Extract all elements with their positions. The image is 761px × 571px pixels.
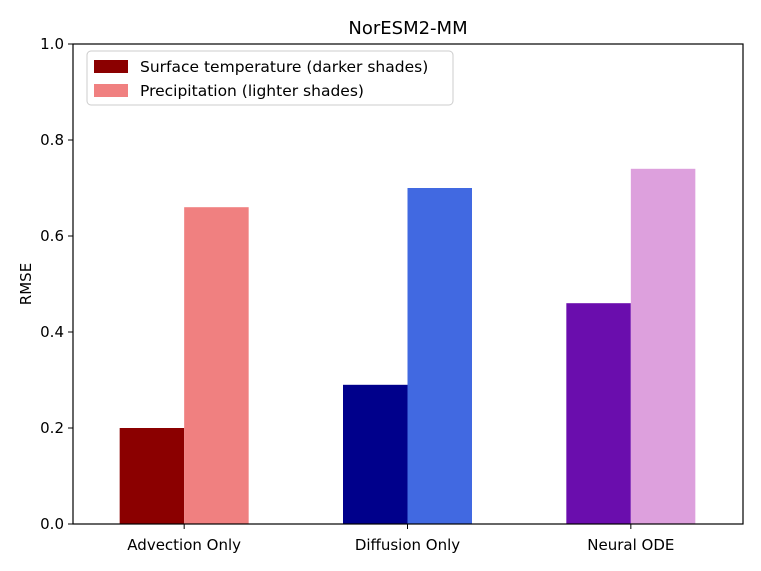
legend-swatch bbox=[94, 84, 128, 97]
bar-temperature-1 bbox=[343, 384, 408, 524]
bar-precipitation-0 bbox=[184, 207, 249, 524]
legend-label: Precipitation (lighter shades) bbox=[140, 82, 364, 100]
y-axis: 0.0 0.2 0.4 0.6 0.8 1.0 bbox=[40, 35, 73, 533]
y-tick-label: 1.0 bbox=[40, 35, 64, 53]
x-tick-label: Diffusion Only bbox=[355, 536, 460, 554]
bar-temperature-0 bbox=[119, 428, 185, 524]
bar-precipitation-1 bbox=[407, 188, 472, 524]
bar-temperature-2 bbox=[566, 303, 631, 524]
x-tick-label: Neural ODE bbox=[587, 536, 674, 554]
bars-layer bbox=[119, 168, 696, 525]
legend-box bbox=[86, 50, 454, 106]
y-axis-label: RMSE bbox=[17, 263, 35, 305]
x-axis: Advection Only Diffusion Only Neural ODE bbox=[127, 524, 674, 554]
bar-precipitation-2 bbox=[630, 168, 696, 525]
legend: Surface temperature (darker shades) Preci… bbox=[86, 50, 454, 106]
legend-label: Surface temperature (darker shades) bbox=[140, 58, 428, 76]
y-tick-label: 0.2 bbox=[40, 419, 64, 437]
plot-frame bbox=[72, 43, 744, 525]
y-tick-label: 0.4 bbox=[40, 323, 64, 341]
y-tick-label: 0.6 bbox=[40, 227, 64, 245]
chart-title: NorESM2-MM bbox=[348, 18, 467, 39]
y-tick-label: 0.0 bbox=[40, 515, 64, 533]
y-tick-label: 0.8 bbox=[40, 131, 64, 149]
legend-swatch bbox=[94, 60, 128, 73]
x-tick-label: Advection Only bbox=[127, 536, 241, 554]
